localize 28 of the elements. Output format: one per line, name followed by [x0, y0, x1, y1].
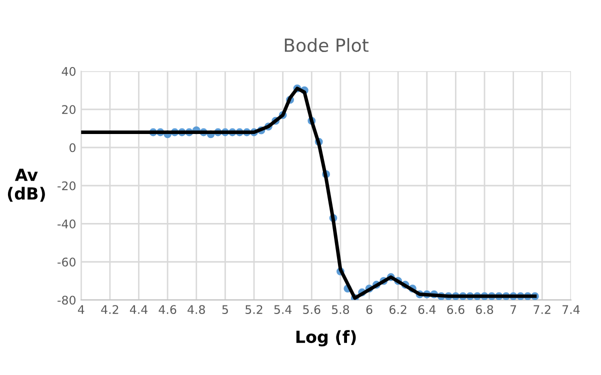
x-tick-label: 4.4: [130, 305, 148, 314]
x-tick-label: 6.4: [418, 305, 436, 314]
x-axis-title: Log (f): [296, 330, 356, 346]
x-tick-label: 5.6: [303, 305, 320, 314]
x-tick-label: 5: [222, 305, 228, 314]
y-axis-title: Av (dB): [8, 168, 45, 202]
y-tick-label: -80: [58, 296, 76, 305]
y-tick-label: 40: [62, 66, 76, 76]
y-tick-label: -60: [58, 258, 76, 267]
x-tick-label: 4: [78, 305, 84, 314]
x-tick-label: 6.6: [447, 305, 464, 314]
x-tick-label: 6: [366, 305, 372, 314]
x-tick-label: 6.8: [476, 305, 494, 314]
x-tick-label: 4.2: [101, 305, 118, 314]
x-tick-label: 4.6: [158, 305, 176, 314]
x-tick-label: 7: [510, 305, 516, 314]
x-tick-label: 5.4: [274, 305, 292, 314]
x-tick-label: 5.2: [246, 305, 262, 314]
y-tick-label: 0: [70, 143, 76, 152]
chart-title: Bode Plot: [284, 38, 368, 52]
x-tick-label: 7.4: [562, 305, 580, 314]
y-tick-label: 20: [62, 105, 76, 114]
y-tick-label: -40: [58, 219, 76, 228]
x-tick-label: 4.8: [188, 305, 205, 314]
y-tick-label: -20: [58, 181, 76, 190]
x-tick-label: 6.2: [390, 305, 406, 314]
x-tick-label: 7.2: [534, 305, 550, 314]
x-tick-label: 5.8: [332, 305, 350, 314]
